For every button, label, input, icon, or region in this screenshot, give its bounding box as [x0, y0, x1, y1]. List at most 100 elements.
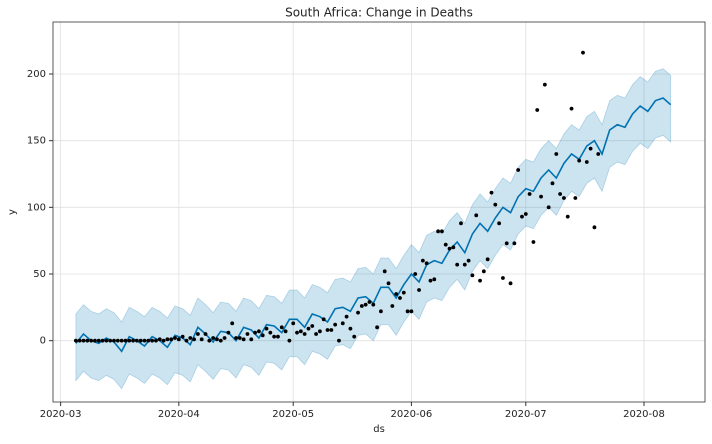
data-point: [478, 278, 482, 283]
data-point: [565, 214, 570, 219]
data-point: [226, 330, 231, 335]
data-point: [207, 338, 212, 343]
data-point: [195, 332, 200, 336]
data-point: [325, 328, 330, 332]
grid: [53, 22, 705, 402]
data-point: [333, 322, 338, 327]
data-point: [436, 229, 440, 234]
data-point: [344, 314, 349, 319]
data-point: [142, 338, 147, 343]
data-point: [546, 205, 551, 210]
data-point: [588, 146, 593, 151]
data-point: [501, 276, 505, 280]
data-point: [466, 258, 471, 263]
data-point: [127, 338, 132, 343]
data-point: [108, 338, 113, 343]
data-point: [89, 338, 94, 343]
data-point: [390, 304, 395, 308]
data-point: [306, 326, 311, 331]
plot-frame: [52, 21, 706, 403]
data-point: [382, 269, 387, 274]
data-point: [497, 221, 502, 226]
data-point: [321, 317, 326, 322]
x-tick-label: 2020-03: [40, 409, 82, 420]
uncertainty-band: [75, 68, 672, 390]
data-point: [329, 328, 334, 332]
data-point: [375, 325, 379, 330]
data-point: [367, 300, 372, 304]
data-point: [359, 304, 364, 308]
data-point: [138, 338, 143, 343]
data-point: [234, 336, 238, 340]
y-tick-label: 200: [27, 69, 46, 80]
data-point: [165, 337, 170, 342]
data-point: [93, 338, 97, 343]
data-point: [104, 338, 109, 343]
y-axis-label: y: [7, 209, 18, 215]
data-point: [192, 337, 196, 342]
data-point: [314, 332, 318, 336]
data-point: [348, 326, 353, 331]
y-tick-label: 150: [27, 136, 46, 147]
data-point: [173, 336, 177, 340]
data-point: [112, 338, 116, 343]
y-tick-label: 0: [40, 336, 46, 347]
data-point: [451, 245, 456, 250]
data-point: [230, 321, 235, 326]
data-point: [245, 332, 250, 336]
data-point: [302, 332, 307, 336]
data-point: [455, 262, 460, 267]
data-point: [180, 334, 185, 339]
data-point: [531, 240, 536, 244]
data-point: [134, 338, 139, 343]
data-point: [413, 272, 418, 276]
data-point: [424, 261, 429, 266]
x-tick-label: 2020-08: [623, 409, 665, 420]
data-point: [398, 296, 402, 300]
data-point: [459, 221, 463, 226]
data-point: [535, 108, 540, 112]
data-point: [176, 337, 181, 342]
data-point: [542, 82, 547, 87]
data-point: [237, 336, 242, 340]
data-point: [550, 181, 555, 186]
data-point: [169, 337, 174, 342]
data-point: [401, 290, 406, 295]
data-point: [115, 338, 120, 343]
data-point: [379, 309, 383, 314]
data-point: [420, 258, 425, 263]
data-point: [489, 190, 494, 195]
data-point: [386, 281, 391, 286]
data-point: [264, 326, 269, 331]
data-point: [199, 337, 204, 342]
data-point: [222, 336, 227, 340]
data-point: [150, 338, 155, 343]
data-point: [474, 213, 479, 218]
data-point: [241, 337, 246, 342]
data-point: [203, 332, 208, 336]
data-point: [516, 168, 521, 172]
data-point: [512, 241, 517, 246]
data-point: [443, 242, 448, 247]
x-tick-label: 2020-05: [272, 409, 314, 420]
data-point: [211, 336, 216, 340]
data-point: [508, 281, 513, 286]
data-point: [161, 338, 166, 343]
data-point: [85, 338, 90, 343]
data-point: [276, 334, 280, 339]
data-point: [462, 262, 467, 267]
data-point: [298, 329, 303, 334]
data-point: [154, 338, 158, 343]
y-tick-label: 100: [27, 202, 46, 213]
data-point: [131, 338, 135, 343]
data-point: [218, 338, 223, 343]
data-point: [562, 196, 566, 200]
data-point: [554, 152, 559, 156]
data-point: [283, 329, 288, 334]
data-point: [260, 333, 265, 338]
data-point: [520, 214, 524, 219]
data-point: [470, 273, 475, 278]
data-point: [340, 321, 345, 326]
plot-area: [73, 50, 672, 390]
